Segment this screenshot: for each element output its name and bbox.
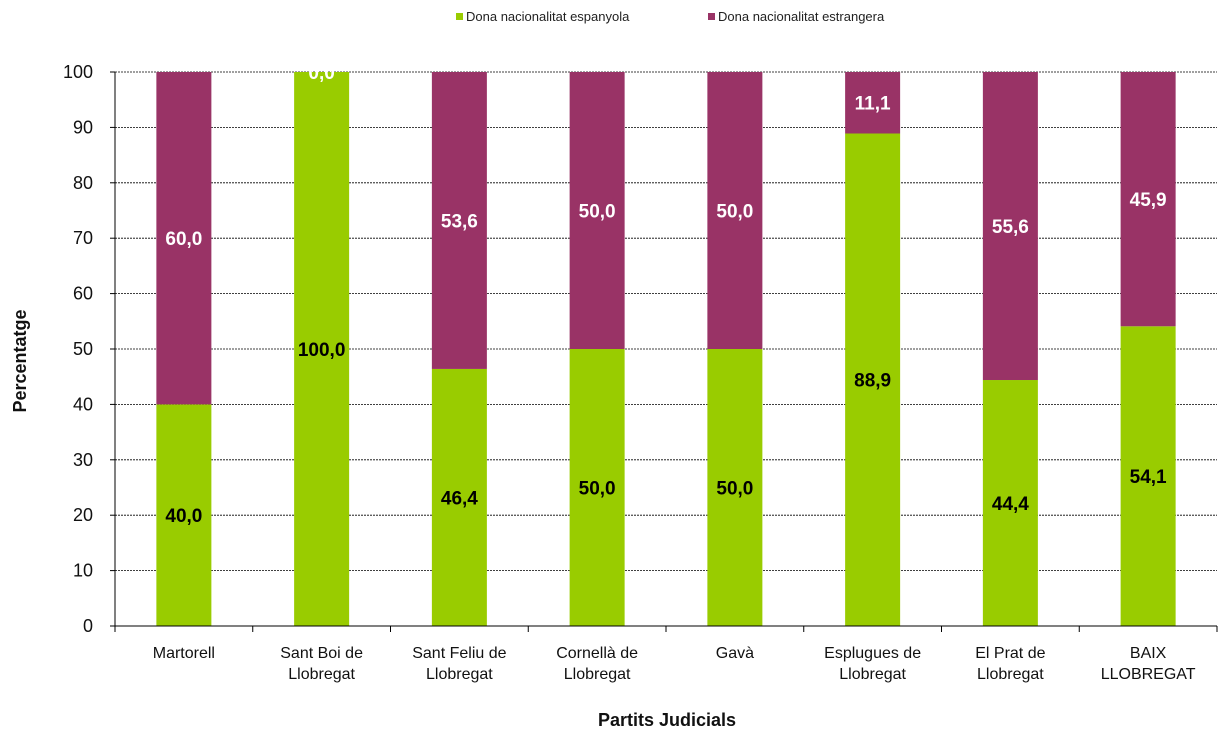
bar-segment [431,72,487,369]
legend-label: Dona nacionalitat estrangera [718,9,885,24]
y-tick-label: 50 [73,339,93,359]
x-tick-label: BAIX LLOBREGAT [1101,645,1196,683]
x-tick-label: El Prat de Llobregat [975,645,1045,683]
legend-swatch [456,13,463,20]
y-tick-label: 20 [73,505,93,525]
y-tick-label: 70 [73,228,93,248]
data-label: 45,9 [1130,190,1167,211]
bar-segment [156,404,212,626]
data-label: 60,0 [165,229,202,250]
data-label: 100,0 [298,340,346,361]
bar-segment [1120,326,1176,626]
data-label: 40,0 [165,506,202,527]
data-label: 53,6 [441,211,478,232]
bars: 40,0 60,0 100,0 0,0 46,4 53,6 50,0 50,0 50,0 50,0… [156,63,1176,626]
x-tick-label: Gavà [716,645,754,662]
data-label: 50,0 [579,479,616,500]
data-label: 11,1 [855,94,891,115]
y-tick-label: 100 [63,62,93,82]
y-tick-label: 90 [73,117,93,137]
bar-segment [845,133,901,626]
x-tick-label: Esplugues de Llobregat [824,645,921,683]
bar-segment [294,72,350,626]
y-tick-label: 40 [73,394,93,414]
data-label: 54,1 [1130,467,1167,488]
y-tick-label: 60 [73,284,93,304]
legend-swatch [708,13,715,20]
x-tick-label: Sant Boi de Llobregat [280,645,363,683]
gridlines [115,71,1217,571]
bar-segment [982,72,1038,381]
bar-segment [707,349,763,626]
y-tick-label: 0 [83,616,93,636]
x-axis-title: Partits Judicials [598,710,736,730]
y-axis-title: Percentatge [10,309,30,412]
y-tick-labels: 0 10 20 30 40 50 60 70 80 90 100 [63,62,93,636]
bar-segment [845,72,901,134]
bar-segment [707,72,763,349]
bar-segment [982,380,1038,626]
x-tick-labels: Martorell Sant Boi de Llobregat Sant Feliu … [153,645,1196,683]
data-label: 50,0 [716,202,753,223]
axes [110,71,1218,632]
bar-segment [1120,72,1176,327]
legend: Dona nacionalitat espanyola Dona nacional… [456,9,885,24]
x-tick-label: Sant Feliu de Llobregat [412,645,506,683]
bar-segment [156,72,212,405]
x-tick-label: Cornellà de Llobregat [556,645,638,683]
legend-label: Dona nacionalitat espanyola [466,9,630,24]
bar-segment [569,72,625,349]
y-tick-label: 30 [73,450,93,470]
data-label: 44,4 [992,494,1029,515]
data-label: 88,9 [854,371,891,392]
data-label: 50,0 [579,202,616,223]
data-label: 0,0 [308,63,334,84]
data-label: 55,6 [992,217,1029,238]
y-tick-label: 10 [73,561,93,581]
y-tick-label: 80 [73,173,93,193]
data-label: 46,4 [441,488,478,509]
data-label: 50,0 [716,479,753,500]
bar-segment [431,368,487,626]
x-tick-label: Martorell [153,645,215,662]
bar-segment [569,349,625,626]
